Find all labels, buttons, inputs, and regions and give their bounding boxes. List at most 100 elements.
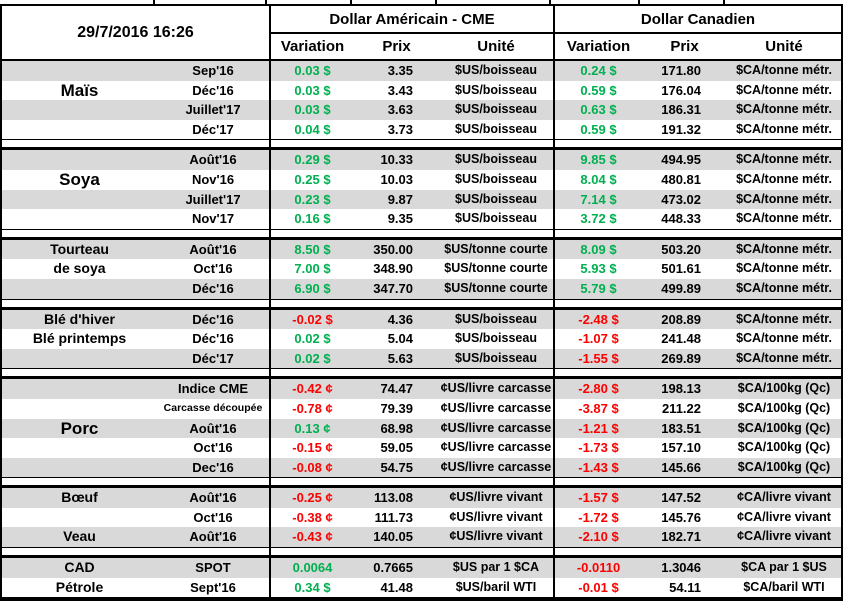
commodity-label: Maïs xyxy=(60,80,99,100)
ca-unit: $CA/100kg (Qc) xyxy=(737,400,831,415)
ca-variation: -1.72 $ xyxy=(553,507,642,528)
table-header: 29/7/2016 16:26 Dollar Américain - CME D… xyxy=(2,6,841,61)
column-header-us-prix: Prix xyxy=(382,38,411,55)
us-price: 41.48 xyxy=(380,579,413,595)
commodity-label: Soya xyxy=(59,169,100,189)
ca-price: 269.89 xyxy=(661,350,701,366)
us-variation: 0.03 $ xyxy=(269,80,354,101)
us-unit: $US/boisseau xyxy=(455,63,537,77)
section-separator xyxy=(2,139,841,151)
us-variation: 0.23 $ xyxy=(269,189,354,210)
section-separator xyxy=(2,477,841,489)
section-separator xyxy=(2,547,841,559)
contract-month: SPOT xyxy=(195,560,231,576)
us-variation: 6.90 $ xyxy=(269,278,354,299)
commodity-label xyxy=(2,379,157,399)
tick-mark xyxy=(265,0,267,4)
us-price: 348.90 xyxy=(373,261,413,277)
us-unit: $US/boisseau xyxy=(455,102,537,117)
commodity-label: Tourteau xyxy=(50,240,109,257)
us-unit: $US par 1 $CA xyxy=(452,560,540,575)
ca-variation: 3.72 $ xyxy=(553,209,642,229)
ca-unit: $CA/tonne métr. xyxy=(736,121,832,136)
contract-month: Carcasse découpée xyxy=(163,401,263,414)
commodity-label xyxy=(2,438,157,458)
ca-variation: -1.21 $ xyxy=(553,418,642,439)
contract-month: Juillet'17 xyxy=(185,102,241,118)
separator-cell xyxy=(553,369,841,377)
tick-mark xyxy=(723,0,725,4)
table-row: Déc'17 0.02 $ 5.63 $US/boisseau -1.55 $ 269.8… xyxy=(2,348,841,369)
table-row: Soya Nov'16 0.25 $ 10.03 $US/boisseau 8.04 $ 4… xyxy=(2,169,841,190)
ca-unit: $CA par 1 $US xyxy=(741,560,827,575)
us-variation: 0.03 $ xyxy=(269,100,354,120)
ca-price: 473.02 xyxy=(661,191,701,207)
us-unit: $US/tonne courte xyxy=(444,280,548,295)
commodity-label xyxy=(2,209,157,229)
us-unit: $US/boisseau xyxy=(455,191,537,206)
us-unit: ¢US/livre carcasse xyxy=(440,400,552,415)
us-variation: 0.16 $ xyxy=(269,209,354,229)
us-unit: $US/boisseau xyxy=(455,211,537,226)
commodity-label xyxy=(2,61,157,81)
contract-month: Nov'16 xyxy=(191,171,235,187)
tick-mark xyxy=(153,0,155,4)
contract-month: Oct'16 xyxy=(193,440,233,456)
us-variation: 8.50 $ xyxy=(269,239,354,260)
contract-month: Indice CME xyxy=(177,381,249,397)
ca-price: 499.89 xyxy=(661,280,701,296)
table-row: Juillet'17 0.03 $ 3.63 $US/boisseau 0.63 $ 18… xyxy=(2,100,841,120)
us-variation: 0.29 $ xyxy=(269,150,354,170)
tick-mark xyxy=(549,0,551,4)
commodity-label xyxy=(2,100,157,120)
us-unit: ¢US/livre carcasse xyxy=(440,381,552,396)
us-price: 140.05 xyxy=(373,529,413,545)
contract-month: Juillet'17 xyxy=(185,191,241,207)
contract-month: Déc'16 xyxy=(192,331,234,347)
ca-variation: 8.09 $ xyxy=(553,239,642,260)
contract-month: Août'16 xyxy=(189,241,237,257)
column-header-us-variation: Variation xyxy=(269,34,354,59)
table-row: Août'16 0.29 $ 10.33 $US/boisseau 9.85 $ 494.… xyxy=(2,150,841,170)
us-price: 5.04 xyxy=(387,331,413,347)
table-row: Bœuf Août'16 -0.25 ¢ 113.08 ¢US/livre vivant… xyxy=(2,488,841,508)
us-price: 4.36 xyxy=(387,311,413,327)
us-price: 3.73 xyxy=(387,121,413,137)
separator-cell xyxy=(553,478,841,486)
table-row: Blé printemps Déc'16 0.02 $ 5.04 $US/boissea… xyxy=(2,329,841,349)
section-separator xyxy=(2,298,841,310)
ca-variation: 0.59 $ xyxy=(553,80,642,101)
contract-month: Déc'17 xyxy=(192,121,234,137)
ca-price: 503.20 xyxy=(661,241,701,257)
us-price: 10.33 xyxy=(380,152,413,168)
table-row: Déc'17 0.04 $ 3.73 $US/boisseau 0.59 $ 191.32… xyxy=(2,119,841,140)
us-unit: ¢US/livre carcasse xyxy=(440,459,552,474)
us-price: 5.63 xyxy=(387,350,413,366)
separator-cell xyxy=(553,299,841,307)
ca-unit: $CA/100kg (Qc) xyxy=(737,420,831,435)
separator-cell xyxy=(269,140,553,148)
us-price: 79.39 xyxy=(380,400,413,416)
ca-variation: -0.01 $ xyxy=(553,577,642,598)
table-row: Oct'16 -0.15 ¢ 59.05 ¢US/livre carcasse -1.7… xyxy=(2,438,841,458)
table-row: Oct'16 -0.38 ¢ 111.73 ¢US/livre vivant -1.72… xyxy=(2,507,841,528)
commodity-label xyxy=(2,120,157,140)
us-price: 111.73 xyxy=(374,509,413,525)
group-header-ca-dollar: Dollar Canadien xyxy=(553,6,841,34)
us-unit: $US/tonne courte xyxy=(444,241,548,256)
commodity-label: de soya xyxy=(53,260,106,277)
separator-cell xyxy=(2,369,269,376)
column-boundary-ticks xyxy=(0,0,843,4)
ca-price: 171.80 xyxy=(661,63,701,78)
us-price: 3.43 xyxy=(387,82,413,98)
group-header-us-dollar: Dollar Américain - CME xyxy=(269,6,553,34)
us-variation: 0.02 $ xyxy=(269,348,354,369)
ca-variation: -1.57 $ xyxy=(553,488,642,508)
us-variation: -0.42 ¢ xyxy=(269,379,354,399)
ca-unit: $CA/tonne métr. xyxy=(736,241,832,256)
us-variation: -0.02 $ xyxy=(269,309,354,330)
commodity-label: Bœuf xyxy=(61,489,98,506)
ca-price: 501.61 xyxy=(661,261,701,277)
tick-mark xyxy=(350,0,352,4)
table-row: Nov'17 0.16 $ 9.35 $US/boisseau 3.72 $ 448.33… xyxy=(2,209,841,229)
